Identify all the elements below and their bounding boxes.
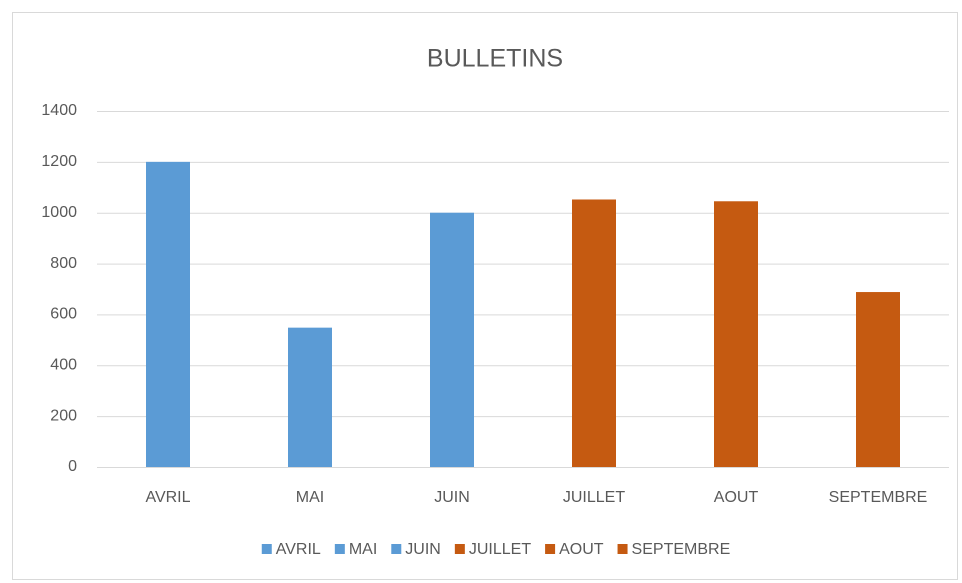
y-tick-label: 1000 (41, 204, 77, 221)
y-tick-label: 1200 (41, 153, 77, 170)
y-tick-label: 800 (50, 255, 77, 272)
x-tick-label: AOUT (714, 489, 759, 506)
legend-swatch (617, 544, 628, 554)
legend-label: SEPTEMBRE (632, 541, 731, 558)
bar (146, 161, 190, 467)
y-tick-label: 400 (50, 357, 77, 374)
legend-swatch (334, 544, 345, 554)
chart-title: BULLETINS (427, 45, 563, 73)
y-tick-label: 1400 (41, 102, 77, 119)
y-tick-label: 0 (68, 458, 77, 475)
bar (856, 292, 900, 467)
x-tick-label: AVRIL (145, 489, 190, 506)
legend-swatch (391, 544, 402, 554)
y-tick-label: 200 (50, 407, 77, 424)
bar (714, 201, 758, 467)
legend-label: AVRIL (276, 541, 321, 558)
x-tick-label: MAI (296, 489, 324, 506)
legend-label: JUIN (405, 541, 441, 558)
x-tick-label: SEPTEMBRE (829, 489, 928, 506)
bar (572, 199, 616, 467)
legend-label: MAI (349, 541, 377, 558)
legend-swatch (545, 544, 556, 554)
legend-label: AOUT (559, 541, 604, 558)
y-tick-label: 600 (50, 306, 77, 323)
x-tick-label: JUILLET (563, 489, 625, 506)
legend-swatch (454, 544, 465, 554)
legend-swatch (261, 544, 272, 554)
x-tick-label: JUIN (434, 489, 470, 506)
bar (288, 327, 332, 467)
bar (430, 212, 474, 467)
legend-label: JUILLET (469, 541, 531, 558)
